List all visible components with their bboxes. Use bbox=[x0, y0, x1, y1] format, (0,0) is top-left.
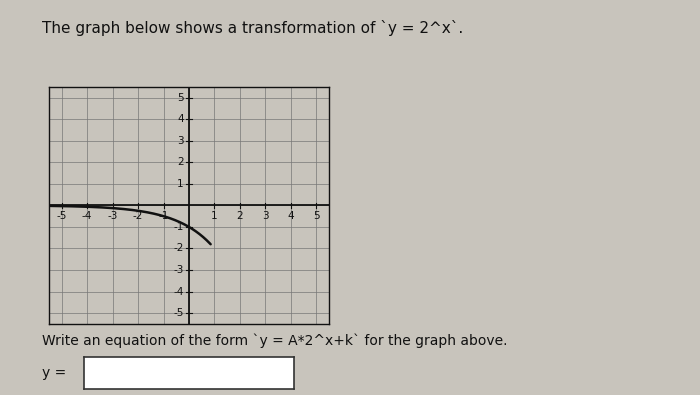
Text: -4: -4 bbox=[82, 211, 92, 222]
Text: -1: -1 bbox=[158, 211, 169, 222]
Text: -2: -2 bbox=[174, 243, 184, 254]
Text: y =: y = bbox=[42, 366, 66, 380]
Text: -1: -1 bbox=[174, 222, 184, 232]
Text: -5: -5 bbox=[174, 308, 184, 318]
Text: -3: -3 bbox=[174, 265, 184, 275]
Text: -4: -4 bbox=[174, 287, 184, 297]
Text: 3: 3 bbox=[262, 211, 269, 222]
Text: -3: -3 bbox=[107, 211, 118, 222]
Text: The graph below shows a transformation of `y = 2^x`.: The graph below shows a transformation o… bbox=[42, 20, 463, 36]
Text: 5: 5 bbox=[177, 93, 184, 103]
Text: -2: -2 bbox=[133, 211, 144, 222]
Text: 3: 3 bbox=[177, 136, 184, 146]
Text: 2: 2 bbox=[177, 157, 184, 167]
Text: 4: 4 bbox=[288, 211, 294, 222]
Text: 1: 1 bbox=[177, 179, 184, 189]
Text: Write an equation of the form `y = A*2^x+k` for the graph above.: Write an equation of the form `y = A*2^x… bbox=[42, 334, 508, 348]
Text: 1: 1 bbox=[211, 211, 218, 222]
Text: -5: -5 bbox=[57, 211, 67, 222]
Text: 4: 4 bbox=[177, 114, 184, 124]
Text: 5: 5 bbox=[313, 211, 320, 222]
Text: 2: 2 bbox=[237, 211, 243, 222]
